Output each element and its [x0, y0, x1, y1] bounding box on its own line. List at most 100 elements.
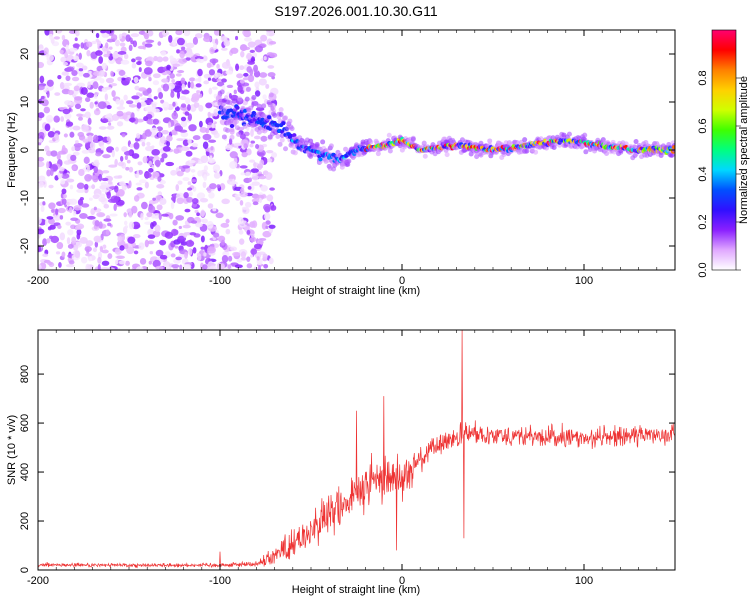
noise-blob — [94, 241, 99, 248]
noise-blob — [207, 158, 216, 164]
noise-blob — [239, 200, 244, 206]
noise-blob — [225, 70, 233, 75]
noise-blob — [62, 194, 67, 199]
noise-blob — [210, 129, 218, 135]
noise-blob — [119, 103, 124, 107]
noise-blob — [196, 212, 200, 217]
noise-blob — [243, 37, 253, 42]
noise-blob — [66, 237, 71, 245]
colorbar-label: Normalized spectral amplitude — [738, 76, 750, 224]
noise-blob — [128, 104, 137, 108]
noise-blob — [187, 113, 193, 122]
noise-blob — [94, 91, 100, 96]
noise-blob — [161, 153, 168, 159]
noise-blob — [190, 220, 198, 224]
noise-blob — [67, 89, 74, 96]
noise-blob — [135, 182, 142, 186]
noise-blob — [183, 30, 191, 37]
noise-blob — [106, 136, 111, 142]
signal-halo — [236, 131, 242, 137]
noise-blob — [79, 237, 88, 244]
noise-blob — [202, 133, 212, 141]
noise-blob — [148, 168, 154, 173]
noise-blob — [152, 118, 160, 125]
noise-blob — [48, 184, 54, 189]
noise-blob — [85, 263, 91, 270]
noise-blob — [148, 199, 157, 205]
noise-blob — [264, 212, 271, 221]
noise-blob — [117, 175, 123, 179]
noise-blob — [269, 52, 278, 58]
noise-blob — [103, 203, 110, 209]
noise-blob — [136, 170, 140, 179]
noise-blob — [150, 127, 159, 133]
noise-blob — [91, 161, 100, 167]
noise-blob — [74, 145, 81, 152]
noise-blob — [251, 181, 261, 186]
noise-blob — [89, 141, 96, 150]
noise-blob — [185, 42, 195, 49]
noise-blob — [117, 51, 127, 55]
noise-blob — [64, 100, 72, 106]
noise-blob — [82, 72, 90, 78]
noise-blob — [248, 177, 253, 183]
noise-blob — [183, 263, 192, 270]
noise-blob — [200, 209, 206, 217]
noise-blob — [60, 173, 70, 179]
spectrogram-xlabel: Height of straight line (km) — [292, 285, 420, 297]
noise-blob — [239, 191, 248, 198]
noise-blob — [54, 175, 59, 181]
noise-blob — [152, 80, 160, 86]
noise-blob — [44, 218, 49, 227]
y-tick-label: 600 — [19, 414, 31, 432]
noise-blob — [137, 161, 143, 166]
signal-halo — [474, 154, 480, 160]
signal-halo — [219, 89, 225, 95]
noise-blob — [63, 82, 73, 87]
noise-blob — [229, 161, 238, 169]
noise-blob — [230, 47, 239, 54]
noise-blob — [177, 180, 183, 185]
noise-blob — [240, 50, 245, 58]
noise-blob — [148, 160, 153, 167]
noise-blob — [38, 245, 42, 252]
noise-blob — [143, 67, 153, 75]
noise-blob — [135, 133, 141, 139]
noise-blob — [239, 165, 248, 169]
noise-blob — [176, 170, 184, 177]
noise-blob — [56, 153, 61, 160]
noise-blob — [128, 44, 133, 52]
noise-blob — [103, 86, 112, 90]
noise-blob — [179, 50, 185, 59]
noise-blob — [138, 87, 147, 92]
signal-halo — [275, 133, 281, 139]
noise-blob — [125, 111, 132, 116]
noise-blob — [195, 58, 202, 63]
colorbar: 0.0 0.2 0.4 0.6 0.8 Normalized spectral ampl… — [697, 29, 750, 278]
signal-halo — [246, 110, 252, 116]
noise-blob — [182, 139, 189, 147]
noise-blob — [75, 30, 80, 37]
noise-blob — [94, 101, 98, 105]
noise-blob — [159, 254, 168, 260]
noise-blob — [202, 218, 208, 224]
signal-halo — [533, 149, 539, 155]
noise-blob — [71, 76, 80, 82]
noise-blob — [121, 77, 126, 81]
noise-blob — [189, 232, 197, 236]
noise-blob — [251, 172, 259, 181]
noise-blob — [136, 102, 142, 109]
noise-blob — [152, 158, 156, 163]
noise-blob — [148, 260, 152, 265]
noise-blob — [265, 30, 273, 33]
chart-title: S197.2026.001.10.30.G11 — [274, 3, 437, 19]
colorbar-tick-label: 0.2 — [697, 214, 709, 229]
noise-blob — [246, 256, 251, 262]
noise-blob — [111, 149, 115, 158]
noise-blob — [100, 182, 109, 186]
noise-blob — [249, 49, 255, 53]
signal-halo — [346, 158, 352, 164]
noise-blob — [212, 208, 217, 212]
noise-blob — [168, 34, 173, 43]
noise-blob — [211, 86, 218, 90]
